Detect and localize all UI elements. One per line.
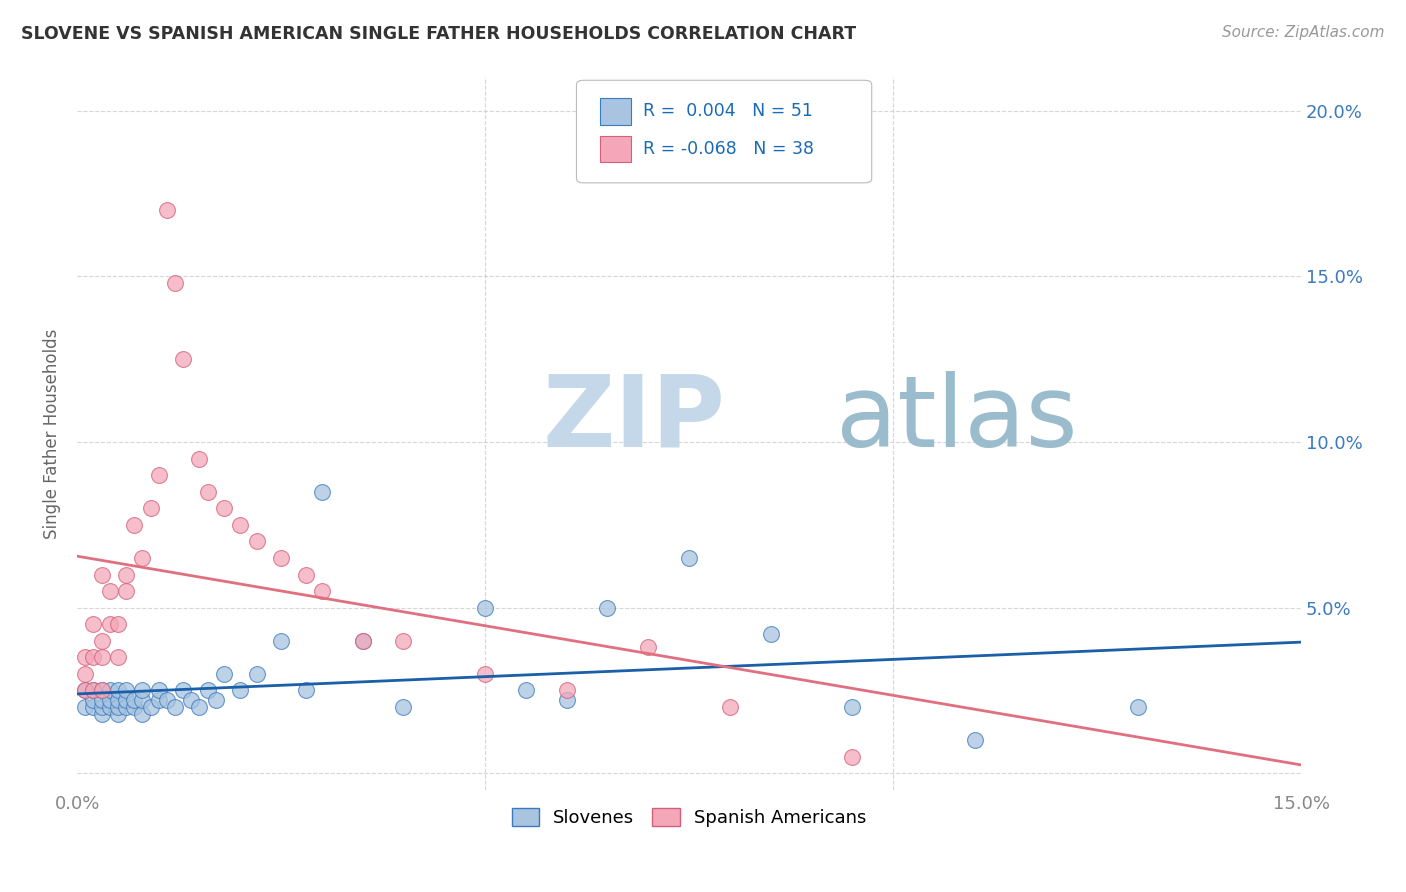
Point bbox=[82, 683, 104, 698]
Point bbox=[515, 683, 537, 698]
Point bbox=[131, 693, 153, 707]
Point bbox=[90, 683, 112, 698]
Point bbox=[122, 517, 145, 532]
Point bbox=[131, 706, 153, 721]
Point bbox=[197, 683, 219, 698]
Point bbox=[107, 706, 129, 721]
Point bbox=[90, 706, 112, 721]
Text: R = -0.068   N = 38: R = -0.068 N = 38 bbox=[643, 140, 814, 158]
Point bbox=[841, 749, 863, 764]
Point bbox=[1126, 700, 1149, 714]
Point bbox=[115, 567, 138, 582]
Point bbox=[98, 693, 121, 707]
Point bbox=[392, 700, 415, 714]
Point bbox=[212, 501, 235, 516]
Point bbox=[75, 700, 97, 714]
Point bbox=[82, 650, 104, 665]
Point bbox=[107, 617, 129, 632]
Point bbox=[107, 650, 129, 665]
Point bbox=[352, 633, 374, 648]
Point bbox=[98, 617, 121, 632]
Point bbox=[75, 667, 97, 681]
Point bbox=[82, 617, 104, 632]
Point bbox=[963, 733, 986, 747]
Text: ZIP: ZIP bbox=[543, 371, 725, 468]
Point bbox=[75, 683, 97, 698]
Point bbox=[75, 650, 97, 665]
Text: R =  0.004   N = 51: R = 0.004 N = 51 bbox=[643, 103, 813, 120]
Point bbox=[139, 501, 162, 516]
Point bbox=[163, 700, 186, 714]
Point bbox=[90, 683, 112, 698]
Point bbox=[122, 693, 145, 707]
Point bbox=[188, 451, 211, 466]
Point bbox=[270, 633, 292, 648]
Point bbox=[139, 700, 162, 714]
Point bbox=[156, 202, 179, 217]
Point bbox=[718, 700, 741, 714]
Point bbox=[107, 700, 129, 714]
Point bbox=[294, 683, 316, 698]
Point bbox=[98, 584, 121, 599]
Point bbox=[90, 567, 112, 582]
Point bbox=[841, 700, 863, 714]
Point bbox=[637, 640, 659, 655]
Point bbox=[75, 683, 97, 698]
Point bbox=[180, 693, 202, 707]
Point bbox=[172, 683, 194, 698]
Point bbox=[352, 633, 374, 648]
Point bbox=[131, 551, 153, 566]
Point bbox=[90, 700, 112, 714]
Point bbox=[82, 683, 104, 698]
Point bbox=[90, 693, 112, 707]
Point bbox=[82, 700, 104, 714]
Point bbox=[294, 567, 316, 582]
Point bbox=[270, 551, 292, 566]
Legend: Slovenes, Spanish Americans: Slovenes, Spanish Americans bbox=[505, 800, 873, 834]
Point bbox=[172, 352, 194, 367]
Text: Source: ZipAtlas.com: Source: ZipAtlas.com bbox=[1222, 25, 1385, 40]
Point bbox=[555, 683, 578, 698]
Point bbox=[163, 276, 186, 290]
Point bbox=[474, 667, 496, 681]
Point bbox=[596, 600, 619, 615]
Point bbox=[392, 633, 415, 648]
Y-axis label: Single Father Households: Single Father Households bbox=[44, 328, 60, 539]
Point bbox=[474, 600, 496, 615]
Point bbox=[90, 650, 112, 665]
Point bbox=[212, 667, 235, 681]
Text: SLOVENE VS SPANISH AMERICAN SINGLE FATHER HOUSEHOLDS CORRELATION CHART: SLOVENE VS SPANISH AMERICAN SINGLE FATHE… bbox=[21, 25, 856, 43]
Point bbox=[90, 633, 112, 648]
Point bbox=[246, 534, 269, 549]
Point bbox=[148, 683, 170, 698]
Point bbox=[311, 584, 333, 599]
Point bbox=[115, 700, 138, 714]
Point bbox=[311, 484, 333, 499]
Point bbox=[156, 693, 179, 707]
Text: atlas: atlas bbox=[837, 371, 1077, 468]
Point bbox=[188, 700, 211, 714]
Point bbox=[82, 693, 104, 707]
Point bbox=[229, 517, 252, 532]
Point bbox=[759, 627, 782, 641]
Point bbox=[229, 683, 252, 698]
Point bbox=[107, 683, 129, 698]
Point bbox=[122, 700, 145, 714]
Point bbox=[131, 683, 153, 698]
Point bbox=[204, 693, 226, 707]
Point bbox=[115, 683, 138, 698]
Point bbox=[678, 551, 700, 566]
Point bbox=[107, 693, 129, 707]
Point bbox=[197, 484, 219, 499]
Point bbox=[148, 693, 170, 707]
Point bbox=[98, 683, 121, 698]
Point bbox=[148, 468, 170, 483]
Point bbox=[246, 667, 269, 681]
Point bbox=[98, 700, 121, 714]
Point bbox=[115, 693, 138, 707]
Point bbox=[555, 693, 578, 707]
Point bbox=[115, 584, 138, 599]
